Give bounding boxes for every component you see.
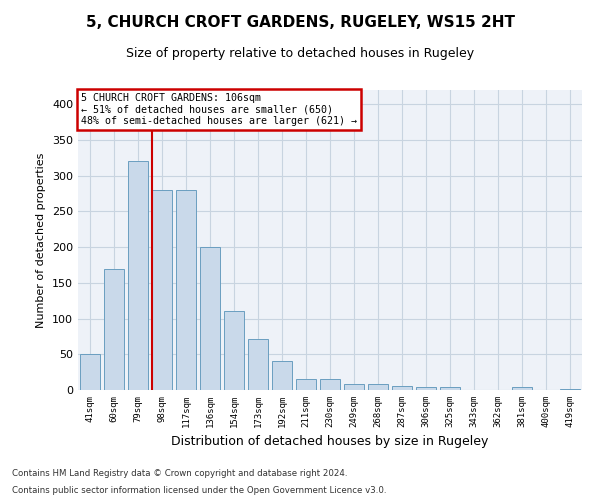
Bar — [392, 386, 412, 390]
Bar — [152, 190, 172, 390]
Bar — [344, 384, 364, 390]
Bar — [272, 362, 292, 390]
Bar — [440, 387, 460, 390]
Bar — [512, 387, 532, 390]
Text: 5, CHURCH CROFT GARDENS, RUGELEY, WS15 2HT: 5, CHURCH CROFT GARDENS, RUGELEY, WS15 2… — [86, 15, 515, 30]
Bar — [128, 162, 148, 390]
Bar — [80, 354, 100, 390]
Bar — [104, 268, 124, 390]
Bar — [248, 338, 268, 390]
Text: Contains public sector information licensed under the Open Government Licence v3: Contains public sector information licen… — [12, 486, 386, 495]
Bar — [320, 380, 340, 390]
Bar — [224, 312, 244, 390]
Bar — [296, 380, 316, 390]
Text: Size of property relative to detached houses in Rugeley: Size of property relative to detached ho… — [126, 48, 474, 60]
Text: 5 CHURCH CROFT GARDENS: 106sqm
← 51% of detached houses are smaller (650)
48% of: 5 CHURCH CROFT GARDENS: 106sqm ← 51% of … — [80, 93, 356, 126]
Bar — [416, 387, 436, 390]
Bar — [200, 247, 220, 390]
Y-axis label: Number of detached properties: Number of detached properties — [37, 152, 46, 328]
X-axis label: Distribution of detached houses by size in Rugeley: Distribution of detached houses by size … — [172, 436, 488, 448]
Bar — [368, 384, 388, 390]
Bar — [176, 190, 196, 390]
Text: Contains HM Land Registry data © Crown copyright and database right 2024.: Contains HM Land Registry data © Crown c… — [12, 468, 347, 477]
Bar — [560, 388, 580, 390]
